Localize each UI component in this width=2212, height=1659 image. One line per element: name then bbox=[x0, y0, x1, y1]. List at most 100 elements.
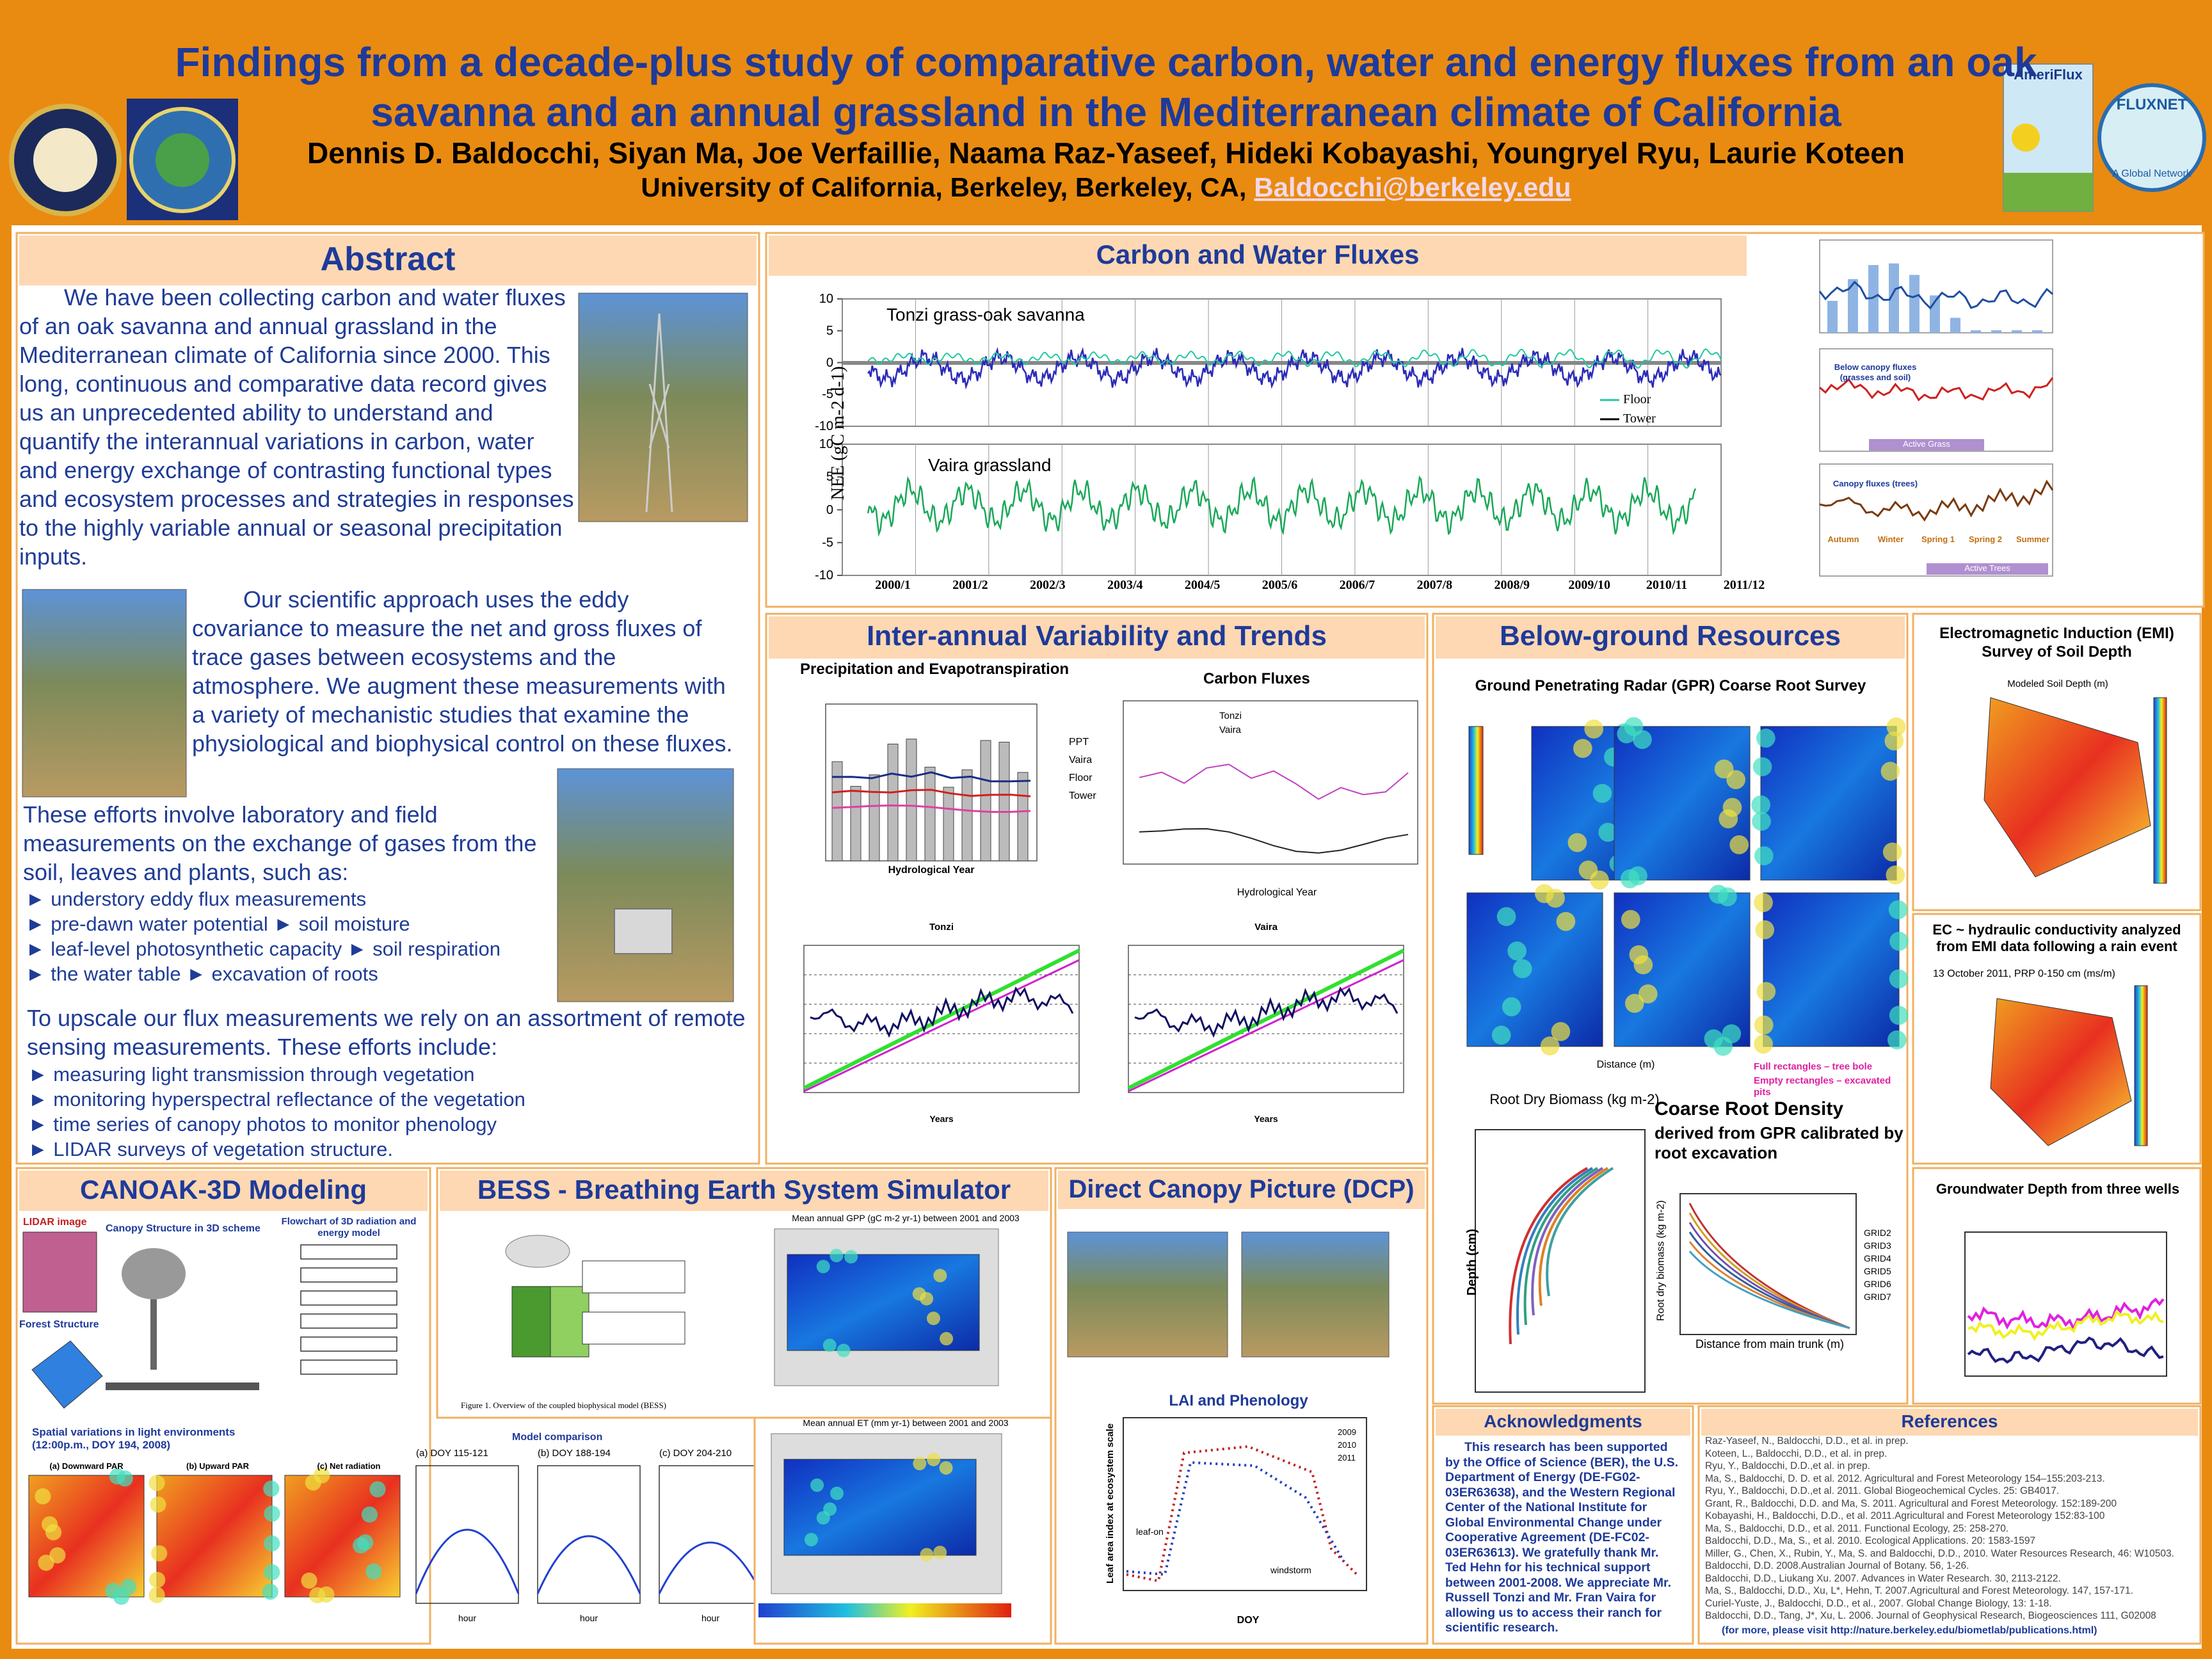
label: (a) DOY 115-121 bbox=[416, 1448, 488, 1459]
map-spot bbox=[1729, 835, 1749, 854]
map-spot bbox=[1752, 812, 1771, 831]
decor-bar bbox=[2012, 330, 2022, 333]
x-tick-label: 2008/9 bbox=[1494, 578, 1530, 592]
map-spot bbox=[822, 1338, 837, 1352]
decor-line bbox=[536, 1535, 641, 1594]
map-spot bbox=[1756, 728, 1775, 748]
map-spot bbox=[369, 1481, 386, 1498]
legend-label: GRID6 bbox=[1864, 1279, 1891, 1289]
map-spot bbox=[150, 1496, 166, 1513]
photo bbox=[557, 768, 734, 1002]
tower bbox=[645, 313, 673, 513]
panel-header bbox=[19, 1171, 428, 1211]
map-spot bbox=[1540, 1036, 1560, 1056]
plot-title: Precipitation and Evapotranspiration bbox=[800, 661, 1070, 678]
note: Full rectangles – tree bole bbox=[1754, 1061, 1873, 1072]
map-spot bbox=[1714, 759, 1734, 779]
cloud bbox=[505, 1235, 570, 1268]
flow-box bbox=[300, 1244, 397, 1260]
label: Flowchart of 3D radiation and energy mod… bbox=[281, 1216, 417, 1238]
plot-title: Coarse Root Density bbox=[1655, 1098, 1844, 1119]
colorbar bbox=[2153, 697, 2167, 884]
logo-grass bbox=[2003, 173, 2093, 211]
decor-bar bbox=[1848, 279, 1858, 333]
map-spot bbox=[1754, 893, 1773, 912]
panel-header bbox=[769, 236, 1747, 276]
decor-line bbox=[810, 986, 1074, 1038]
reference: Baldocchi, D.D. 2008.Australian Journal … bbox=[1705, 1560, 1969, 1571]
label: (b) DOY 188-194 bbox=[538, 1448, 611, 1459]
x-tick-label: 2006/7 bbox=[1339, 578, 1375, 592]
note: Empty rectangles – excavated pits bbox=[1754, 1075, 1891, 1098]
bullet: ► the water table ► excavation of roots bbox=[26, 963, 378, 985]
decor-bar bbox=[1971, 330, 1981, 333]
paragraph: This research has been supported by the … bbox=[1445, 1440, 1679, 1635]
panel-header bbox=[1701, 1409, 2198, 1436]
x-tick-label: 2005/6 bbox=[1262, 578, 1298, 592]
x-tick-label: 2004/5 bbox=[1184, 578, 1221, 592]
map-spot bbox=[1567, 833, 1587, 853]
map-spot bbox=[305, 1474, 321, 1491]
panel-heading: Groundwater Depth from three wells bbox=[1936, 1181, 2180, 1197]
authors: Dennis D. Baldocchi, Siyan Ma, Joe Verfa… bbox=[307, 136, 1905, 170]
map-spot bbox=[1755, 920, 1775, 940]
plot-title: Tonzi bbox=[929, 922, 954, 933]
plot-title: 13 October 2011, PRP 0-150 cm (ms/m) bbox=[1933, 968, 2115, 979]
tree-crown bbox=[122, 1248, 186, 1299]
y-tick-label: 5 bbox=[826, 323, 833, 338]
decor-line bbox=[803, 949, 1080, 1090]
map-spot bbox=[1491, 1025, 1511, 1045]
y-tick-label: -5 bbox=[822, 535, 833, 550]
map-spot bbox=[810, 1478, 824, 1492]
decor-line bbox=[867, 475, 1697, 537]
axis-label: hour bbox=[701, 1613, 720, 1623]
map-spot bbox=[1496, 907, 1516, 926]
label: (c) DOY 204-210 bbox=[659, 1448, 732, 1459]
panel-heading: Acknowledgments bbox=[1484, 1411, 1642, 1432]
decor-line bbox=[1546, 1167, 1614, 1297]
map-spot bbox=[830, 1486, 844, 1500]
axis-label: Depth (cm) bbox=[1465, 1228, 1479, 1296]
paragraph: Our scientific approach uses the eddy co… bbox=[192, 586, 733, 757]
map-spot bbox=[1704, 1029, 1724, 1048]
axis-label: NEE (gC m-2 d-1) bbox=[828, 366, 849, 501]
legend-label: 2011 bbox=[1338, 1453, 1356, 1463]
map-spot bbox=[1754, 1015, 1774, 1035]
legend-label: GRID3 bbox=[1864, 1240, 1891, 1251]
map-spot bbox=[109, 1468, 125, 1485]
flow-box bbox=[300, 1290, 397, 1306]
x-tick-label: 2007/8 bbox=[1416, 578, 1453, 592]
colorbar bbox=[758, 1603, 1011, 1617]
plot-frame bbox=[1819, 348, 2053, 452]
map-spot bbox=[1886, 717, 1906, 737]
decor-line bbox=[1819, 377, 2054, 402]
decor-bar bbox=[961, 769, 973, 862]
map-spot bbox=[920, 1548, 934, 1562]
bullet: ► LIDAR surveys of vegetation structure. bbox=[28, 1138, 393, 1160]
map-spot bbox=[264, 1535, 280, 1552]
x-tick-label: 2002/3 bbox=[1030, 578, 1066, 592]
decor-line bbox=[867, 348, 1722, 369]
panel-heading: CANOAK-3D Modeling bbox=[80, 1174, 367, 1205]
map-spot bbox=[1889, 1006, 1909, 1025]
lidar-image bbox=[22, 1231, 97, 1313]
season-label: Spring 2 bbox=[1968, 534, 2002, 544]
legend-label: Vaira bbox=[1069, 755, 1093, 765]
map-spot bbox=[1752, 757, 1772, 776]
map-spot bbox=[1507, 941, 1527, 961]
email[interactable]: Baldocchi@berkeley.edu bbox=[1254, 172, 1571, 202]
axis-label: Root dry biomass (kg m-2) bbox=[1655, 1200, 1667, 1321]
map-spot bbox=[1584, 719, 1604, 739]
y-tick-label: 0 bbox=[826, 355, 833, 370]
panel bbox=[1697, 1405, 2202, 1645]
axis-label: hour bbox=[579, 1613, 598, 1623]
reference: Ma, S., Baldocchi, D. D. et al. 2012. Ag… bbox=[1705, 1473, 2105, 1484]
bullet: ► leaf-level photosynthetic capacity ► s… bbox=[26, 938, 501, 960]
plot-label: Active Grass bbox=[1903, 439, 1950, 449]
map bbox=[156, 1475, 273, 1598]
logo-uc-inner bbox=[33, 128, 97, 192]
decor-line bbox=[1126, 1445, 1358, 1583]
reference: Kobayashi, H., Baldocchi, D.D., et al. 2… bbox=[1705, 1511, 2105, 1521]
map-spot bbox=[816, 1511, 830, 1525]
map-spot bbox=[1621, 910, 1640, 929]
